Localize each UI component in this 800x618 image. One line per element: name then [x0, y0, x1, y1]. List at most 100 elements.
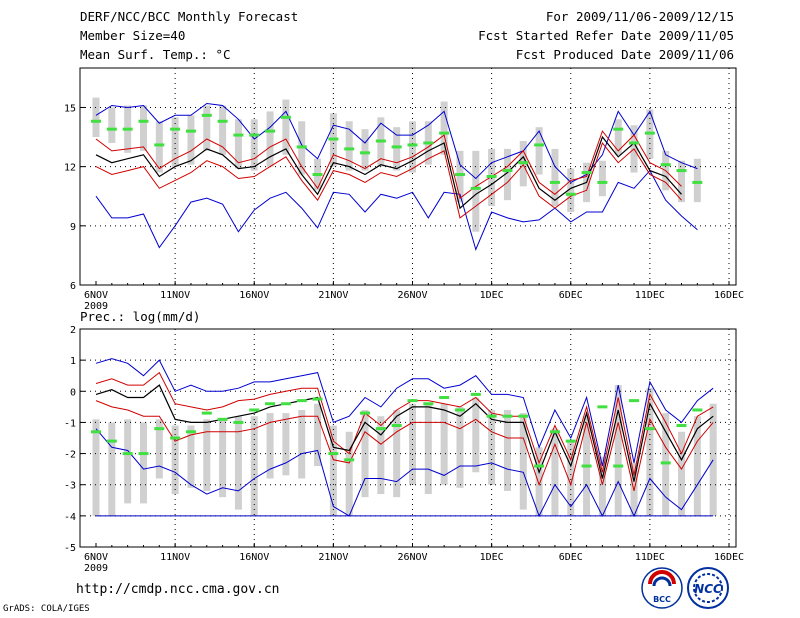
observed-marker	[280, 402, 291, 406]
observed-marker	[249, 133, 260, 137]
ensemble-box	[472, 150, 480, 232]
ensemble-box	[519, 413, 527, 510]
observed-marker	[518, 414, 529, 418]
ensemble-box	[108, 107, 116, 143]
observed-marker	[581, 171, 592, 175]
observed-marker	[91, 119, 101, 123]
y-tick-label: 15	[64, 103, 76, 114]
observed-marker	[423, 402, 434, 406]
observed-marker	[597, 180, 608, 184]
observed-marker	[328, 452, 339, 456]
observed-marker	[486, 414, 497, 418]
ensemble-box	[377, 416, 385, 495]
ensemble-box	[393, 409, 401, 498]
y-tick-label: 9	[70, 222, 76, 233]
observed-marker	[138, 452, 149, 456]
ensemble-box	[203, 419, 211, 491]
ensemble-box	[567, 441, 575, 516]
ensemble-box	[535, 127, 543, 175]
observed-marker	[344, 147, 355, 151]
series-max	[95, 358, 714, 467]
forecast-produced-date: Fcst Produced Date 2009/11/06	[515, 47, 734, 62]
ensemble-box	[203, 105, 211, 151]
ensemble-box	[155, 121, 163, 173]
observed-marker	[629, 141, 640, 145]
observed-marker	[91, 430, 101, 434]
observed-marker	[502, 169, 513, 173]
observed-marker	[217, 119, 228, 123]
ensemble-box	[535, 447, 543, 516]
observed-marker	[360, 411, 371, 415]
observed-marker	[391, 145, 402, 149]
x-tick-label: 16DEC	[714, 290, 744, 301]
ncc-logo: NCC	[687, 567, 729, 609]
ensemble-box	[282, 413, 290, 476]
x-tick-label: 6NOV	[84, 552, 108, 563]
ensemble-box	[298, 409, 306, 479]
forecast-started-date: Fcst Started Refer Date 2009/11/05	[478, 28, 734, 43]
y-tick-label: 0	[70, 387, 76, 398]
y-tick-label: 12	[64, 163, 76, 174]
series-max	[95, 102, 698, 184]
observed-marker	[660, 163, 671, 167]
ensemble-box	[139, 105, 147, 151]
y-tick-label: -1	[64, 418, 76, 429]
ensemble-box	[282, 99, 290, 155]
ncc-logo-text: NCC	[694, 582, 722, 596]
observed-marker	[170, 436, 181, 440]
x-tick-label: 16NOV	[239, 290, 269, 301]
ensemble-box	[551, 148, 559, 207]
series-upper-quartile	[95, 130, 682, 200]
observed-marker	[233, 420, 244, 424]
x-tick-label: 11DEC	[635, 290, 665, 301]
observed-marker	[375, 427, 386, 431]
observed-marker	[201, 411, 212, 415]
observed-marker	[613, 127, 624, 131]
x-tick-label: 6NOV	[84, 290, 108, 301]
observed-marker	[344, 458, 355, 462]
ensemble-box	[250, 416, 258, 516]
bcc-logo-text: BCC	[653, 595, 671, 604]
y-tick-label: 1	[70, 356, 76, 367]
observed-marker	[613, 464, 624, 468]
observed-marker	[217, 417, 228, 421]
ensemble-box	[219, 419, 227, 498]
observed-marker	[360, 151, 371, 155]
observed-marker	[312, 397, 323, 401]
ensemble-box	[329, 425, 337, 516]
y-tick-label: -5	[64, 543, 76, 554]
y-tick-label: -2	[64, 450, 76, 461]
ensemble-box	[155, 419, 163, 479]
series-min	[95, 169, 698, 252]
ensemble-box	[187, 115, 195, 165]
observed-marker	[296, 145, 307, 149]
series-lower-quartile	[95, 141, 682, 219]
observed-marker	[565, 439, 576, 443]
observed-marker	[581, 464, 592, 468]
observed-marker	[534, 143, 545, 147]
x-tick-label: 16DEC	[714, 552, 744, 563]
observed-marker	[534, 464, 545, 468]
observed-marker	[502, 414, 513, 418]
ensemble-box	[551, 428, 559, 516]
observed-marker	[439, 396, 450, 400]
observed-marker	[138, 119, 149, 123]
ensemble-box	[678, 160, 686, 203]
ensemble-box	[662, 413, 670, 516]
observed-marker	[407, 143, 418, 147]
ensemble-box	[234, 416, 242, 510]
ensemble-box	[92, 97, 100, 138]
x-tick-label: 26NOV	[397, 290, 427, 301]
x-tick-label: 21NOV	[318, 290, 348, 301]
observed-marker	[280, 115, 291, 119]
ensemble-box	[693, 158, 701, 203]
observed-marker	[296, 399, 307, 403]
ensemble-box	[598, 160, 606, 197]
observed-marker	[518, 161, 529, 165]
ensemble-box	[266, 111, 274, 167]
observed-marker	[122, 127, 133, 131]
ensemble-box	[219, 105, 227, 155]
observed-marker	[549, 180, 560, 184]
source-url[interactable]: http://cmdp.ncc.cma.gov.cn	[76, 582, 280, 597]
observed-marker	[692, 180, 703, 184]
